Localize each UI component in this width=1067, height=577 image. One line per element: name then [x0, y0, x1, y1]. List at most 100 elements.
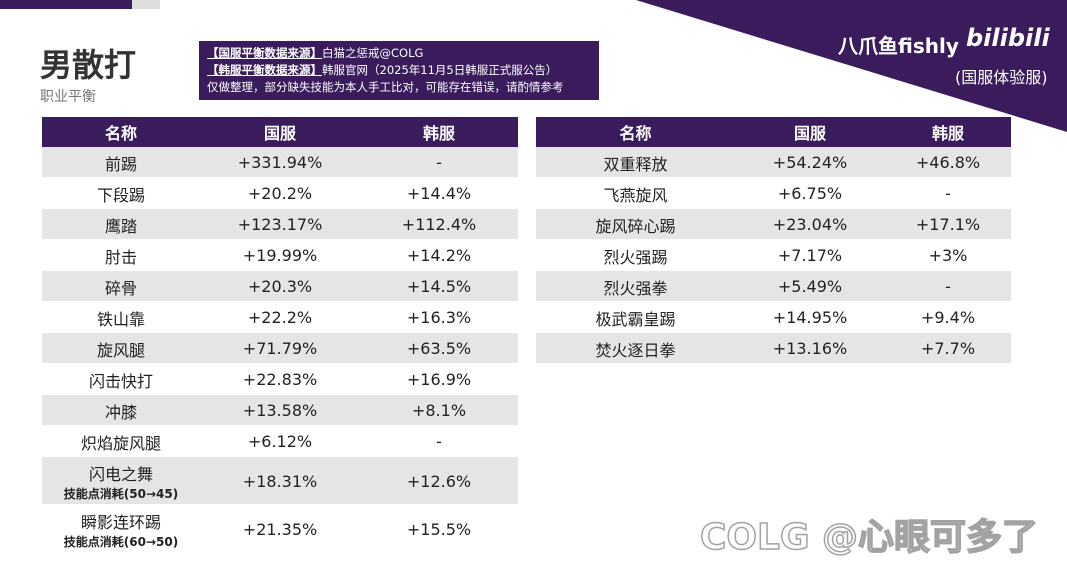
table-header-bg: [42, 117, 518, 147]
platform: bilibili: [966, 24, 1050, 52]
source-text: 白猫之惩戒@COLG: [322, 46, 424, 60]
kr-value: +14.4%: [406, 184, 472, 203]
name-cell: 双重释放: [536, 147, 735, 178]
table-row: [536, 302, 1011, 332]
skill-name: 闪击快打: [88, 371, 153, 391]
column-header: 国服: [263, 124, 296, 143]
table-row: [42, 364, 518, 394]
cn-value: +22.83%: [242, 370, 318, 389]
name-cell: 鹰踏: [42, 209, 200, 240]
column-header: 韩服: [422, 124, 455, 143]
cn-value: +13.58%: [242, 401, 318, 420]
table-row: [42, 271, 518, 301]
source-label: 【韩服平衡数据来源】: [207, 63, 322, 77]
cn-value: +23.04%: [772, 215, 848, 234]
table-row: [42, 178, 518, 208]
skill-name: 冲膝: [104, 402, 137, 422]
skill-name: 肘击: [104, 247, 137, 267]
kr-value: -: [436, 153, 442, 172]
name-cell: 烈火强拳: [536, 271, 735, 302]
cn-value: +21.35%: [242, 519, 318, 539]
skill-name: 炽焰旋风腿: [80, 433, 161, 453]
name-cell: 旋风碎心踢: [536, 209, 735, 240]
source-line: 【国服平衡数据来源】白猫之惩戒@COLG: [207, 45, 599, 62]
kr-value: +46.8%: [915, 153, 981, 172]
name-cell: 烈火强踢: [536, 240, 735, 271]
table-row: [42, 505, 518, 552]
corner-band: [636, 0, 1067, 132]
source-line: 仅做整理，部分缺失技能为本人手工比对，可能存在错误，请酌情参考: [207, 79, 599, 96]
name-cell: 冲膝: [42, 395, 200, 426]
table-row: [42, 457, 518, 504]
skill-name: 下段踢: [96, 185, 145, 205]
subtitle: 职业平衡: [40, 89, 96, 105]
kr-value: +16.9%: [406, 370, 472, 389]
cn-value: +18.31%: [242, 471, 318, 491]
cn-value: +123.17%: [237, 215, 323, 234]
kr-value: +9.4%: [920, 308, 976, 327]
skill-name: 焚火逐日拳: [595, 340, 676, 360]
server-note: (国服体验服): [955, 68, 1048, 87]
table-row: [536, 333, 1011, 363]
table-row: [42, 302, 518, 332]
skill-name: 闪电之舞: [88, 464, 153, 484]
kr-value: -: [436, 432, 442, 451]
skill-note: 技能点消耗(50→45): [63, 486, 179, 501]
source-line: 【韩服平衡数据来源】韩服官网（2025年11月5日韩服正式服公告）: [207, 62, 599, 79]
source-text: 仅做整理，部分缺失技能为本人手工比对，可能存在错误，请酌情参考: [207, 80, 564, 94]
table-row: [42, 395, 518, 425]
cn-value: +7.17%: [777, 246, 843, 265]
table-row: [536, 209, 1011, 239]
cn-value: +20.3%: [247, 277, 313, 296]
name-cell: 肘击: [42, 240, 200, 271]
table-row: [536, 240, 1011, 270]
cn-value: +20.2%: [247, 184, 313, 203]
column-header: 名称: [104, 124, 137, 143]
skill-name: 烈火强踢: [603, 247, 668, 267]
skill-note: 技能点消耗(60→50): [63, 534, 179, 549]
skill-name: 前踢: [104, 154, 137, 174]
name-cell: 铁山靠: [42, 302, 200, 333]
kr-value: +7.7%: [920, 339, 976, 358]
skill-name: 鹰踏: [104, 216, 137, 236]
skill-name: 旋风碎心踢: [595, 216, 676, 236]
skill-name: 烈火强拳: [603, 278, 668, 298]
skill-name: 碎骨: [104, 278, 137, 298]
table-row: [42, 209, 518, 239]
cn-value: +6.75%: [777, 184, 843, 203]
top-bar: [0, 0, 132, 9]
table-header-bg: [536, 117, 1011, 147]
cn-value: +5.49%: [777, 277, 843, 296]
name-cell: 旋风腿: [42, 333, 200, 364]
cn-value: +22.2%: [247, 308, 313, 327]
kr-value: +15.5%: [406, 519, 472, 539]
kr-value: +3%: [928, 246, 968, 265]
name-cell: 瞬影连环踢 技能点消耗(60→50): [42, 505, 200, 553]
table-row: [42, 333, 518, 363]
name-cell: 飞燕旋风: [536, 178, 735, 209]
name-cell: 极武霸皇踢: [536, 302, 735, 333]
cn-value: +54.24%: [772, 153, 848, 172]
table-row: [536, 271, 1011, 301]
source-label: 【国服平衡数据来源】: [207, 46, 322, 60]
cn-value: +71.79%: [242, 339, 318, 358]
skill-name: 双重释放: [603, 154, 668, 174]
kr-value: +8.1%: [411, 401, 467, 420]
skill-name: 铁山靠: [96, 309, 145, 329]
kr-value: +12.6%: [406, 471, 472, 491]
cn-value: +331.94%: [237, 153, 323, 172]
kr-value: -: [945, 277, 951, 296]
table-row: [536, 178, 1011, 208]
name-cell: 碎骨: [42, 271, 200, 302]
table-row: [42, 240, 518, 270]
source-box: 【国服平衡数据来源】白猫之惩戒@COLG 【韩服平衡数据来源】韩服官网（2025年…: [199, 41, 599, 100]
kr-value: +17.1%: [915, 215, 981, 234]
kr-value: +14.5%: [406, 277, 472, 296]
column-header: 国服: [793, 124, 826, 143]
cn-value: +13.16%: [772, 339, 848, 358]
kr-value: +112.4%: [401, 215, 477, 234]
watermark: COLG @心眼可多了: [699, 516, 1039, 559]
name-cell: 闪击快打: [42, 364, 200, 395]
